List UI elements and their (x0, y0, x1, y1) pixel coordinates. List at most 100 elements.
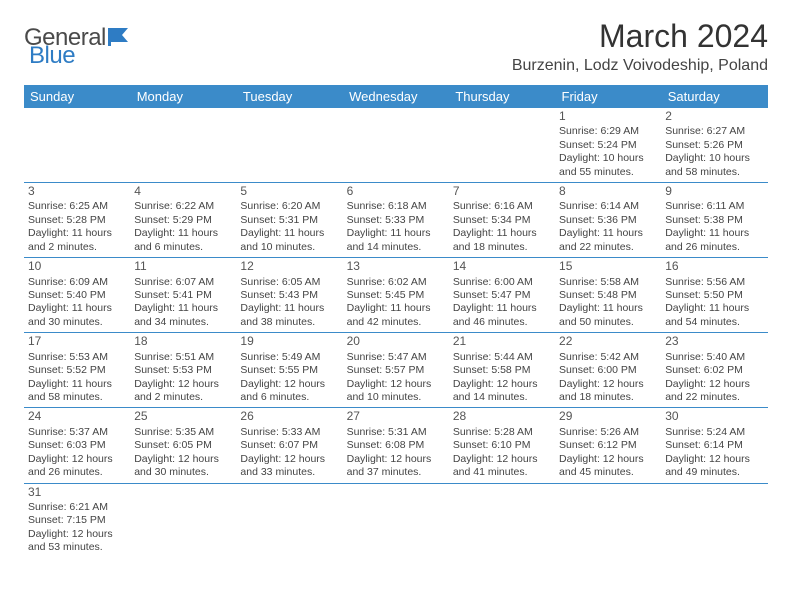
calendar-cell (661, 483, 767, 558)
day-number: 7 (453, 184, 551, 199)
daylight-text: and 18 minutes. (453, 241, 551, 254)
sunrise-text: Sunrise: 5:58 AM (559, 276, 657, 289)
sunrise-text: Sunrise: 5:26 AM (559, 426, 657, 439)
calendar-cell: 1Sunrise: 6:29 AMSunset: 5:24 PMDaylight… (555, 108, 661, 183)
sunset-text: Sunset: 5:57 PM (347, 364, 445, 377)
day-number: 16 (665, 259, 763, 274)
day-number: 4 (134, 184, 232, 199)
sunrise-text: Sunrise: 6:18 AM (347, 200, 445, 213)
sunset-text: Sunset: 5:38 PM (665, 214, 763, 227)
sunset-text: Sunset: 6:02 PM (665, 364, 763, 377)
sunset-text: Sunset: 5:33 PM (347, 214, 445, 227)
sunset-text: Sunset: 5:50 PM (665, 289, 763, 302)
daylight-text: and 55 minutes. (559, 166, 657, 179)
sunrise-text: Sunrise: 6:29 AM (559, 125, 657, 138)
sunset-text: Sunset: 6:12 PM (559, 439, 657, 452)
daylight-text: and 22 minutes. (665, 391, 763, 404)
calendar-cell: 5Sunrise: 6:20 AMSunset: 5:31 PMDaylight… (236, 183, 342, 258)
calendar-cell: 22Sunrise: 5:42 AMSunset: 6:00 PMDayligh… (555, 333, 661, 408)
sunrise-text: Sunrise: 6:27 AM (665, 125, 763, 138)
day-number: 13 (347, 259, 445, 274)
daylight-text: Daylight: 11 hours (453, 227, 551, 240)
daylight-text: Daylight: 12 hours (559, 453, 657, 466)
daylight-text: Daylight: 12 hours (134, 453, 232, 466)
day-number: 26 (240, 409, 338, 424)
sunset-text: Sunset: 6:14 PM (665, 439, 763, 452)
calendar-cell: 26Sunrise: 5:33 AMSunset: 6:07 PMDayligh… (236, 408, 342, 483)
title-block: March 2024 Burzenin, Lodz Voivodeship, P… (512, 18, 768, 75)
sunset-text: Sunset: 6:10 PM (453, 439, 551, 452)
calendar-cell: 27Sunrise: 5:31 AMSunset: 6:08 PMDayligh… (343, 408, 449, 483)
sunrise-text: Sunrise: 5:47 AM (347, 351, 445, 364)
daylight-text: and 41 minutes. (453, 466, 551, 479)
sunrise-text: Sunrise: 5:44 AM (453, 351, 551, 364)
daylight-text: and 58 minutes. (665, 166, 763, 179)
daylight-text: and 38 minutes. (240, 316, 338, 329)
calendar-cell: 18Sunrise: 5:51 AMSunset: 5:53 PMDayligh… (130, 333, 236, 408)
day-number: 8 (559, 184, 657, 199)
day-number: 21 (453, 334, 551, 349)
day-number: 29 (559, 409, 657, 424)
month-title: March 2024 (512, 18, 768, 55)
calendar-cell: 24Sunrise: 5:37 AMSunset: 6:03 PMDayligh… (24, 408, 130, 483)
sunrise-text: Sunrise: 6:22 AM (134, 200, 232, 213)
daylight-text: Daylight: 12 hours (453, 378, 551, 391)
day-header: Saturday (661, 85, 767, 108)
logo-word2: Blue (29, 42, 75, 69)
daylight-text: and 6 minutes. (240, 391, 338, 404)
daylight-text: Daylight: 12 hours (453, 453, 551, 466)
daylight-text: and 22 minutes. (559, 241, 657, 254)
day-number: 30 (665, 409, 763, 424)
day-number: 17 (28, 334, 126, 349)
daylight-text: Daylight: 11 hours (28, 378, 126, 391)
sunrise-text: Sunrise: 6:05 AM (240, 276, 338, 289)
sunset-text: Sunset: 5:45 PM (347, 289, 445, 302)
daylight-text: and 18 minutes. (559, 391, 657, 404)
calendar-cell: 4Sunrise: 6:22 AMSunset: 5:29 PMDaylight… (130, 183, 236, 258)
day-number: 2 (665, 109, 763, 124)
calendar-cell (343, 108, 449, 183)
sunset-text: Sunset: 5:48 PM (559, 289, 657, 302)
calendar-cell (449, 483, 555, 558)
sunset-text: Sunset: 5:43 PM (240, 289, 338, 302)
sunrise-text: Sunrise: 6:14 AM (559, 200, 657, 213)
sunrise-text: Sunrise: 5:31 AM (347, 426, 445, 439)
daylight-text: Daylight: 12 hours (240, 378, 338, 391)
sunrise-text: Sunrise: 5:33 AM (240, 426, 338, 439)
calendar-cell: 12Sunrise: 6:05 AMSunset: 5:43 PMDayligh… (236, 258, 342, 333)
calendar-row: 24Sunrise: 5:37 AMSunset: 6:03 PMDayligh… (24, 408, 768, 483)
day-header: Thursday (449, 85, 555, 108)
daylight-text: Daylight: 11 hours (28, 227, 126, 240)
calendar-row: 10Sunrise: 6:09 AMSunset: 5:40 PMDayligh… (24, 258, 768, 333)
day-number: 9 (665, 184, 763, 199)
calendar-cell: 23Sunrise: 5:40 AMSunset: 6:02 PMDayligh… (661, 333, 767, 408)
calendar-cell: 13Sunrise: 6:02 AMSunset: 5:45 PMDayligh… (343, 258, 449, 333)
day-number: 14 (453, 259, 551, 274)
sunrise-text: Sunrise: 5:24 AM (665, 426, 763, 439)
day-number: 19 (240, 334, 338, 349)
sunset-text: Sunset: 6:08 PM (347, 439, 445, 452)
daylight-text: and 10 minutes. (347, 391, 445, 404)
daylight-text: and 42 minutes. (347, 316, 445, 329)
calendar-row: 17Sunrise: 5:53 AMSunset: 5:52 PMDayligh… (24, 333, 768, 408)
calendar-cell (24, 108, 130, 183)
daylight-text: and 53 minutes. (28, 541, 126, 554)
day-number: 5 (240, 184, 338, 199)
calendar-cell: 2Sunrise: 6:27 AMSunset: 5:26 PMDaylight… (661, 108, 767, 183)
daylight-text: Daylight: 11 hours (240, 227, 338, 240)
calendar-cell: 20Sunrise: 5:47 AMSunset: 5:57 PMDayligh… (343, 333, 449, 408)
day-number: 18 (134, 334, 232, 349)
day-header: Sunday (24, 85, 130, 108)
calendar-cell: 3Sunrise: 6:25 AMSunset: 5:28 PMDaylight… (24, 183, 130, 258)
sunrise-text: Sunrise: 5:51 AM (134, 351, 232, 364)
day-number: 12 (240, 259, 338, 274)
sunset-text: Sunset: 5:29 PM (134, 214, 232, 227)
sunrise-text: Sunrise: 5:42 AM (559, 351, 657, 364)
sunset-text: Sunset: 5:52 PM (28, 364, 126, 377)
day-number: 27 (347, 409, 445, 424)
daylight-text: and 30 minutes. (28, 316, 126, 329)
day-number: 10 (28, 259, 126, 274)
sunset-text: Sunset: 5:31 PM (240, 214, 338, 227)
calendar-cell: 28Sunrise: 5:28 AMSunset: 6:10 PMDayligh… (449, 408, 555, 483)
daylight-text: Daylight: 12 hours (28, 528, 126, 541)
